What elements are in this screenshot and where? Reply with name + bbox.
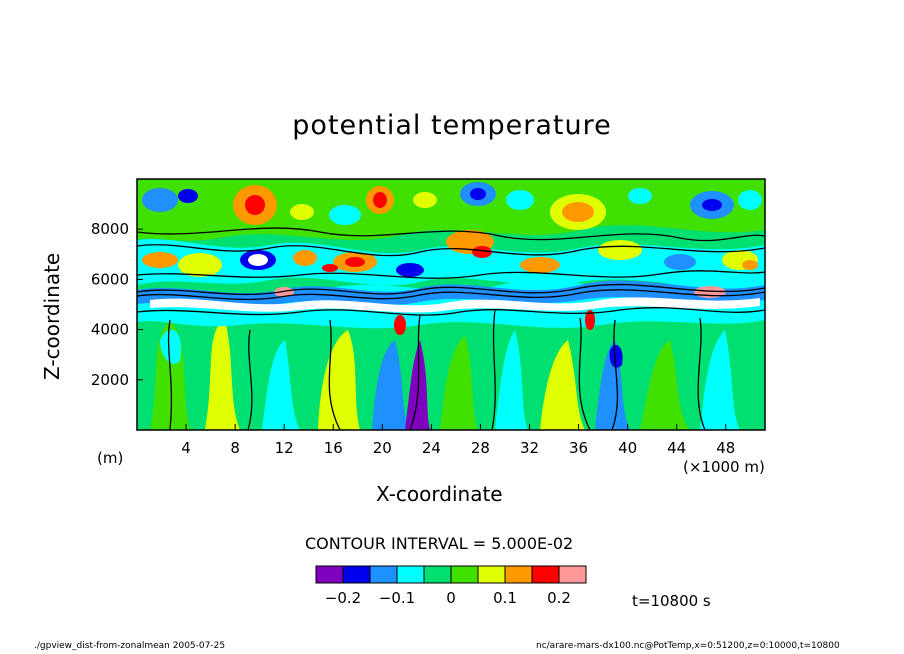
colorbar-swatch — [396, 565, 425, 584]
chart-title: potential temperature — [292, 110, 612, 141]
x-tick-label: 40 — [618, 439, 637, 457]
colorbar-swatch — [342, 565, 371, 584]
footer-right: nc/arare-mars-dx100.nc@PotTemp,x=0:51200… — [536, 641, 840, 651]
y-tick-label: 8000 — [91, 220, 129, 238]
x-tick-label: 36 — [569, 439, 588, 457]
colorbar-tick-label: 0.1 — [493, 589, 517, 607]
colorbar-swatch — [531, 565, 560, 584]
y-tick-label: 2000 — [91, 371, 129, 389]
x-tick-label: 48 — [716, 439, 735, 457]
x-tick-label: 8 — [230, 439, 240, 457]
x-tick-label: 32 — [520, 439, 539, 457]
y-tick-label: 4000 — [91, 321, 129, 339]
x-tick-label: 28 — [471, 439, 490, 457]
x-tick-label: 24 — [422, 439, 441, 457]
colorbar-swatch — [423, 565, 452, 584]
colorbar-swatch — [504, 565, 533, 584]
x-axis-label: X-coordinate — [376, 482, 503, 506]
contour-field — [137, 179, 765, 430]
colorbar-swatch — [450, 565, 479, 584]
colorbar-swatch — [369, 565, 398, 584]
colorbar-tick-label: −0.1 — [379, 589, 415, 607]
x-axis-unit: (×1000 m) — [683, 458, 765, 476]
colorbar-tick-label: 0 — [446, 589, 456, 607]
x-tick-label: 16 — [324, 439, 343, 457]
x-tick-label: 20 — [373, 439, 392, 457]
x-tick-label: 4 — [181, 439, 191, 457]
colorbar-swatch — [477, 565, 506, 584]
footer-left: ./gpview_dist-from-zonalmean 2005-07-25 — [34, 641, 226, 651]
x-tick-label: 44 — [667, 439, 686, 457]
contour-interval-text: CONTOUR INTERVAL = 5.000E-02 — [305, 534, 574, 553]
colorbar-tick-label: 0.2 — [547, 589, 571, 607]
time-label: t=10800 s — [632, 592, 711, 610]
colorbar-swatch — [315, 565, 344, 584]
colorbar-swatch — [558, 565, 587, 584]
y-tick-label: 6000 — [91, 270, 129, 288]
y-axis-unit: (m) — [97, 449, 124, 467]
colorbar-tick-label: −0.2 — [325, 589, 361, 607]
x-tick-label: 12 — [275, 439, 294, 457]
plot-frame — [136, 178, 766, 431]
